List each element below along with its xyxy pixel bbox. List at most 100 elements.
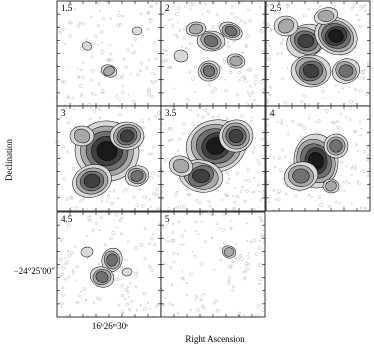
noise-contour xyxy=(201,115,205,120)
noise-contour xyxy=(140,126,143,129)
noise-contour xyxy=(193,65,198,70)
noise-contour xyxy=(284,192,288,196)
noise-contour xyxy=(248,93,252,97)
contour xyxy=(121,267,133,277)
noise-contour xyxy=(183,229,187,232)
noise-contour xyxy=(129,73,132,76)
noise-contour xyxy=(146,89,151,94)
noise-contour xyxy=(99,30,104,34)
noise-contour xyxy=(178,28,182,32)
noise-contour xyxy=(318,101,320,104)
contour xyxy=(80,246,94,258)
noise-contour xyxy=(226,40,230,44)
noise-contour xyxy=(300,100,304,104)
noise-contour xyxy=(282,178,284,180)
noise-contour xyxy=(125,302,129,307)
noise-contour xyxy=(284,155,287,158)
noise-contour xyxy=(258,282,261,286)
noise-contour xyxy=(100,88,105,93)
noise-contour xyxy=(335,120,339,123)
noise-contour xyxy=(115,213,119,217)
noise-contour xyxy=(248,67,253,72)
noise-contour xyxy=(121,14,125,18)
noise-contour xyxy=(97,43,100,46)
noise-contour xyxy=(127,295,130,298)
noise-contour xyxy=(249,119,253,123)
noise-contour xyxy=(201,220,203,223)
noise-contour xyxy=(191,77,195,82)
contour xyxy=(338,64,354,78)
noise-contour xyxy=(200,52,203,54)
noise-contour xyxy=(286,67,289,69)
noise-contour xyxy=(155,304,159,308)
noise-contour xyxy=(163,10,167,13)
noise-contour xyxy=(251,191,254,194)
noise-contour xyxy=(287,133,290,136)
noise-contour xyxy=(182,243,186,246)
noise-contour xyxy=(206,112,210,116)
noise-contour xyxy=(261,228,264,232)
contour xyxy=(96,141,118,161)
contour xyxy=(317,10,335,22)
contour xyxy=(83,174,101,188)
noise-contour xyxy=(148,153,151,156)
noise-contour xyxy=(139,145,141,148)
noise-contour xyxy=(78,294,82,297)
noise-contour xyxy=(119,265,123,269)
noise-contour xyxy=(77,75,80,78)
noise-contour xyxy=(261,88,265,92)
noise-contour xyxy=(155,192,159,196)
noise-contour xyxy=(167,139,170,142)
noise-contour xyxy=(212,301,216,305)
noise-contour xyxy=(359,76,363,80)
noise-contour xyxy=(176,149,180,153)
noise-contour xyxy=(353,167,358,171)
noise-contour xyxy=(327,204,332,209)
noise-contour xyxy=(106,200,109,203)
noise-contour xyxy=(75,206,78,209)
noise-contour xyxy=(268,44,271,47)
noise-contour xyxy=(89,78,93,82)
noise-contour xyxy=(91,42,95,46)
noise-contour xyxy=(168,139,172,143)
noise-contour xyxy=(258,215,262,220)
noise-contour xyxy=(64,262,68,266)
noise-contour xyxy=(109,190,112,193)
noise-contour xyxy=(114,277,118,282)
noise-contour xyxy=(343,179,347,184)
noise-contour xyxy=(211,25,215,29)
noise-contour xyxy=(143,195,147,200)
noise-contour xyxy=(362,76,366,80)
panel-label: 2 xyxy=(165,3,170,13)
noise-contour xyxy=(61,108,65,112)
noise-contour xyxy=(100,216,103,220)
noise-contour xyxy=(72,107,75,110)
noise-contour xyxy=(225,180,230,185)
noise-contour xyxy=(98,107,102,111)
noise-contour xyxy=(166,66,170,69)
noise-contour xyxy=(225,116,229,121)
noise-contour xyxy=(140,34,145,39)
noise-contour xyxy=(261,235,264,238)
noise-contour xyxy=(68,21,72,25)
noise-contour xyxy=(340,160,344,164)
noise-contour xyxy=(96,296,100,300)
noise-contour xyxy=(195,229,198,233)
noise-contour xyxy=(361,68,366,73)
noise-contour xyxy=(231,285,235,289)
noise-contour xyxy=(67,9,70,11)
noise-contour xyxy=(355,13,359,17)
noise-contour xyxy=(216,189,220,193)
noise-contour xyxy=(272,208,276,212)
noise-contour xyxy=(181,270,184,272)
noise-contour xyxy=(269,85,272,89)
noise-contour xyxy=(239,114,244,119)
noise-contour xyxy=(132,50,136,54)
noise-contour xyxy=(169,266,173,270)
noise-contour xyxy=(61,187,64,190)
noise-contour xyxy=(230,264,233,267)
noise-contour xyxy=(294,194,298,197)
noise-contour xyxy=(276,52,280,55)
contour xyxy=(229,55,243,67)
noise-contour xyxy=(361,170,366,174)
